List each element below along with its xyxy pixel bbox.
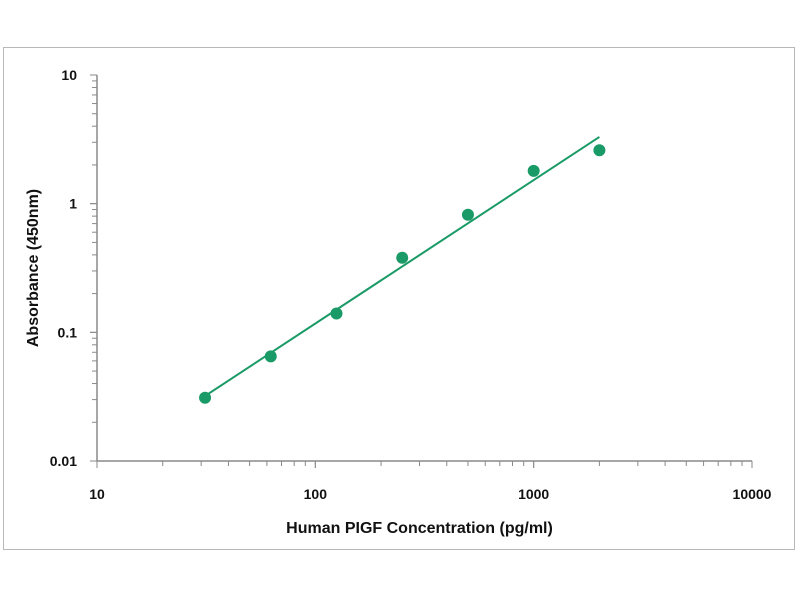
fit-line-layer <box>204 136 600 397</box>
y-axis-ticks: 0.01 0.1 1 10 <box>50 67 97 469</box>
data-point <box>330 307 343 320</box>
x-tick-label: 10000 <box>733 486 772 502</box>
data-point <box>593 144 606 157</box>
data-point <box>527 164 540 177</box>
x-tick-label: 10 <box>89 486 105 502</box>
data-point <box>396 251 409 264</box>
axes <box>96 75 752 462</box>
data-point <box>199 391 212 404</box>
data-points <box>199 144 606 404</box>
y-tick-label: 1 <box>69 196 77 212</box>
y-tick-label: 0.1 <box>58 324 78 340</box>
data-point <box>461 208 474 221</box>
fit-line <box>204 136 600 397</box>
y-axis-title: Absorbance (450nm) <box>25 189 42 347</box>
chart-frame <box>3 47 795 550</box>
x-axis-title: Human PIGF Concentration (pg/ml) <box>286 520 553 537</box>
y-tick-label: 0.01 <box>50 453 77 469</box>
data-point <box>264 350 277 363</box>
x-axis-ticks: 10 100 1000 10000 <box>89 461 772 502</box>
y-tick-label: 10 <box>61 67 77 83</box>
x-tick-label: 1000 <box>518 486 549 502</box>
x-tick-label: 100 <box>304 486 328 502</box>
